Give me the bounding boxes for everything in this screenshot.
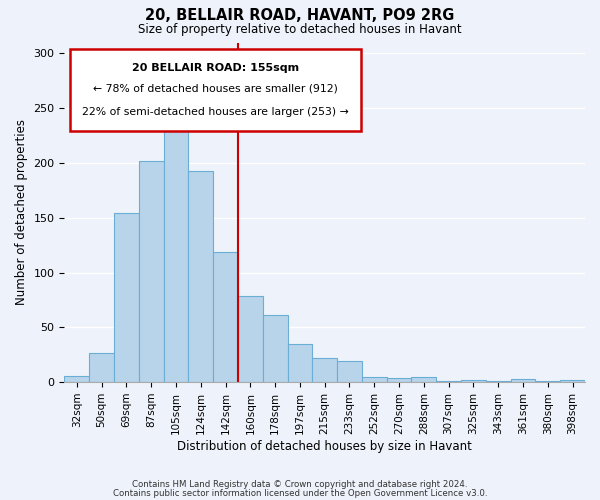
Bar <box>287 344 313 382</box>
Text: 22% of semi-detached houses are larger (253) →: 22% of semi-detached houses are larger (… <box>82 107 349 117</box>
Bar <box>337 362 362 382</box>
Bar <box>238 296 263 382</box>
Bar <box>362 376 386 382</box>
Bar <box>386 378 412 382</box>
Text: ← 78% of detached houses are smaller (912): ← 78% of detached houses are smaller (91… <box>93 84 338 94</box>
Bar <box>213 252 238 382</box>
Bar <box>486 381 511 382</box>
Bar <box>560 380 585 382</box>
Bar <box>139 161 164 382</box>
Y-axis label: Number of detached properties: Number of detached properties <box>15 120 28 306</box>
Bar <box>89 352 114 382</box>
Bar <box>511 379 535 382</box>
Bar <box>263 316 287 382</box>
X-axis label: Distribution of detached houses by size in Havant: Distribution of detached houses by size … <box>177 440 472 452</box>
Text: Size of property relative to detached houses in Havant: Size of property relative to detached ho… <box>138 22 462 36</box>
FancyBboxPatch shape <box>70 50 361 131</box>
Bar <box>164 108 188 382</box>
Bar <box>412 376 436 382</box>
Text: 20 BELLAIR ROAD: 155sqm: 20 BELLAIR ROAD: 155sqm <box>132 63 299 73</box>
Text: Contains HM Land Registry data © Crown copyright and database right 2024.: Contains HM Land Registry data © Crown c… <box>132 480 468 489</box>
Text: Contains public sector information licensed under the Open Government Licence v3: Contains public sector information licen… <box>113 489 487 498</box>
Bar <box>114 214 139 382</box>
Bar <box>64 376 89 382</box>
Bar <box>188 170 213 382</box>
Bar <box>313 358 337 382</box>
Text: 20, BELLAIR ROAD, HAVANT, PO9 2RG: 20, BELLAIR ROAD, HAVANT, PO9 2RG <box>145 8 455 22</box>
Bar <box>436 381 461 382</box>
Bar <box>535 381 560 382</box>
Bar <box>461 380 486 382</box>
